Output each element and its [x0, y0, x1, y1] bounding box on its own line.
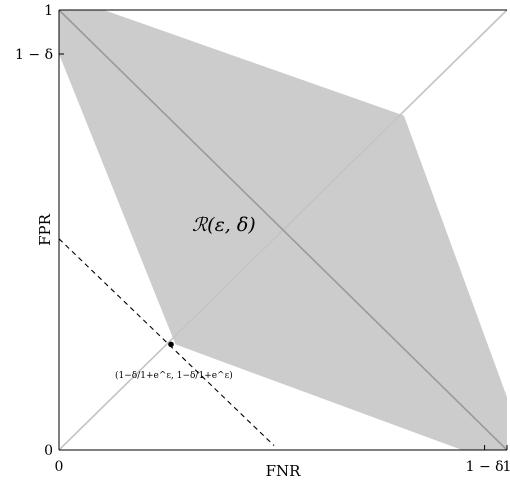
- point-label: (1−δ/1+e^ε, 1−δ/1+e^ε): [115, 370, 233, 381]
- x-axis-label: FNR: [266, 462, 302, 480]
- y-tick-label: 0: [44, 443, 53, 459]
- y-axis-label: FPR: [36, 213, 54, 246]
- x-tick-label: 1: [503, 459, 510, 475]
- plot-area: [58, 9, 508, 451]
- anti-diagonal-line: [58, 9, 508, 451]
- tangent-dashed-line: [58, 238, 275, 446]
- boundary-point-marker: [168, 341, 174, 348]
- y-tick-label: 1 − δ: [15, 47, 53, 63]
- y-tick-label: 1: [44, 3, 53, 19]
- x-tick-label: 0: [55, 459, 64, 475]
- x-tick-label: 1 − δ: [466, 459, 504, 475]
- region-label: ℛ(ε, δ): [192, 214, 256, 236]
